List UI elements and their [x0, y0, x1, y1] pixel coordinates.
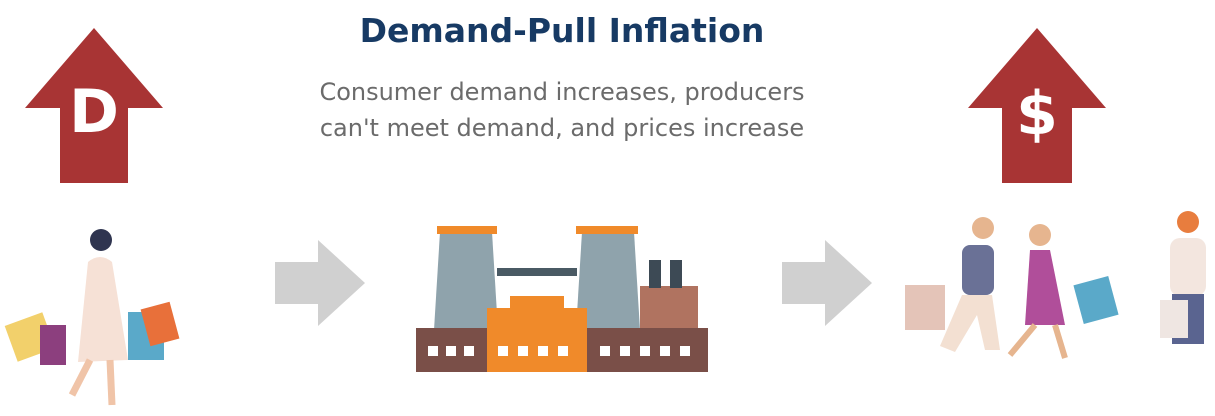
title: Demand-Pull Inflation: [360, 11, 765, 50]
diagram: Demand-Pull Inflation Consumer demand in…: [0, 0, 1215, 416]
demand-arrow: D: [25, 28, 163, 183]
subtitle-line: Consumer demand increases, producers: [319, 78, 804, 106]
shoppers-group: [905, 211, 1206, 358]
shopper-woman: [5, 229, 180, 405]
icon-label: $: [1016, 79, 1058, 149]
subtitle-line: can't meet demand, and prices increase: [320, 114, 804, 142]
icon-label: D: [69, 77, 119, 147]
price-arrow: $: [968, 28, 1106, 183]
flow-arrow: [275, 240, 365, 326]
factory: [416, 226, 708, 372]
flow-arrow: [782, 240, 872, 326]
